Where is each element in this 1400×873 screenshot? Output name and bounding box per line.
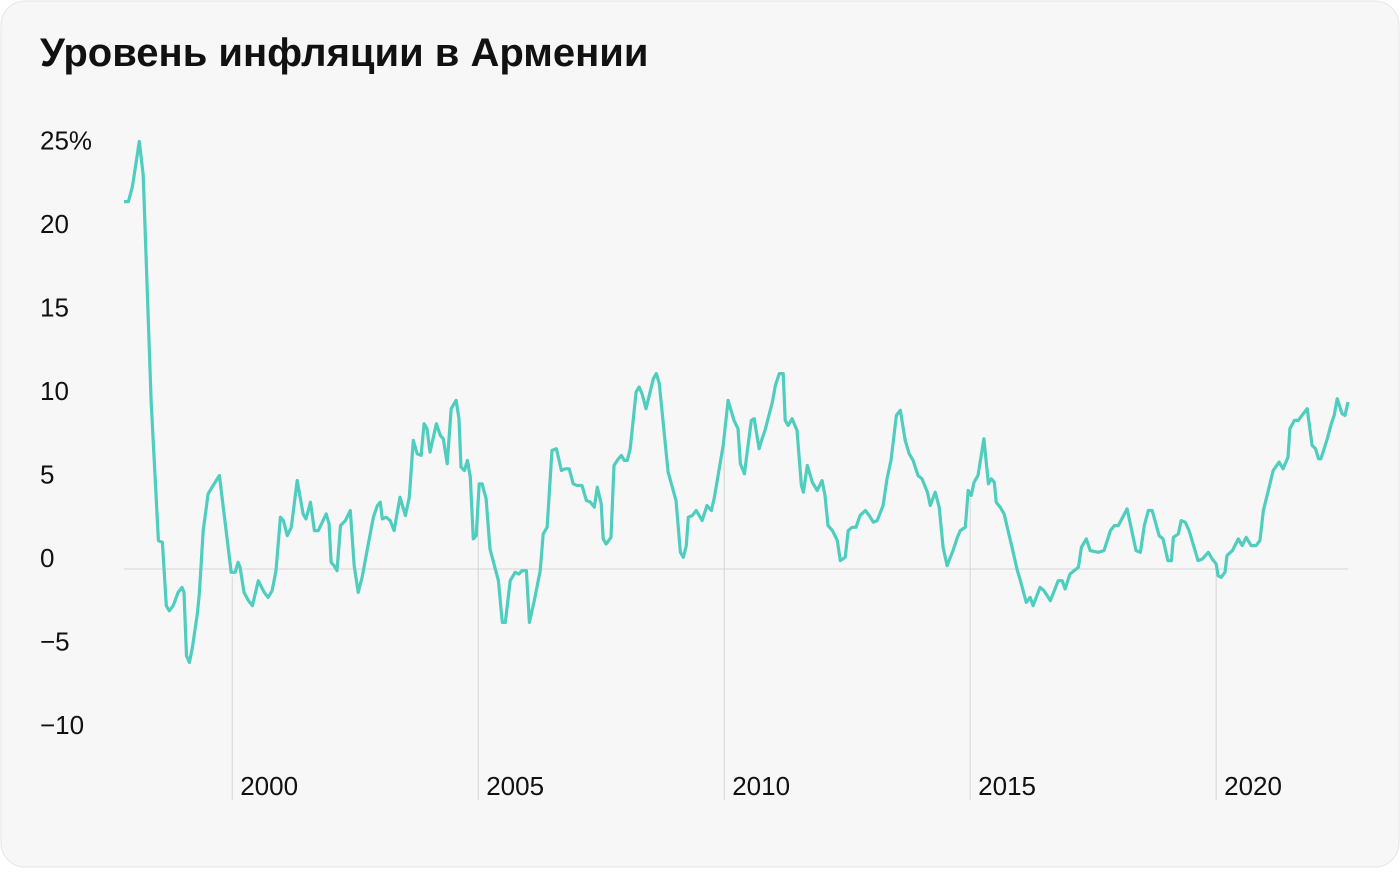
y-tick-label: 20 [40, 209, 69, 239]
y-tick-label: 15 [40, 292, 69, 322]
y-tick-label: −5 [40, 626, 70, 656]
x-tick-label: 2000 [240, 771, 298, 801]
x-tick-label: 2020 [1224, 771, 1282, 801]
x-tick-label: 2005 [486, 771, 544, 801]
y-tick-label: 10 [40, 376, 69, 406]
y-tick-label: 5 [40, 459, 54, 489]
x-tick-label: 2010 [732, 771, 790, 801]
chart-title: Уровень инфляции в Армении [40, 31, 648, 75]
y-tick-label: 0 [40, 543, 54, 573]
y-tick-label: 25% [40, 125, 92, 155]
x-tick-label: 2015 [978, 771, 1036, 801]
y-tick-label: −10 [40, 710, 84, 740]
data-line [124, 139, 1350, 665]
